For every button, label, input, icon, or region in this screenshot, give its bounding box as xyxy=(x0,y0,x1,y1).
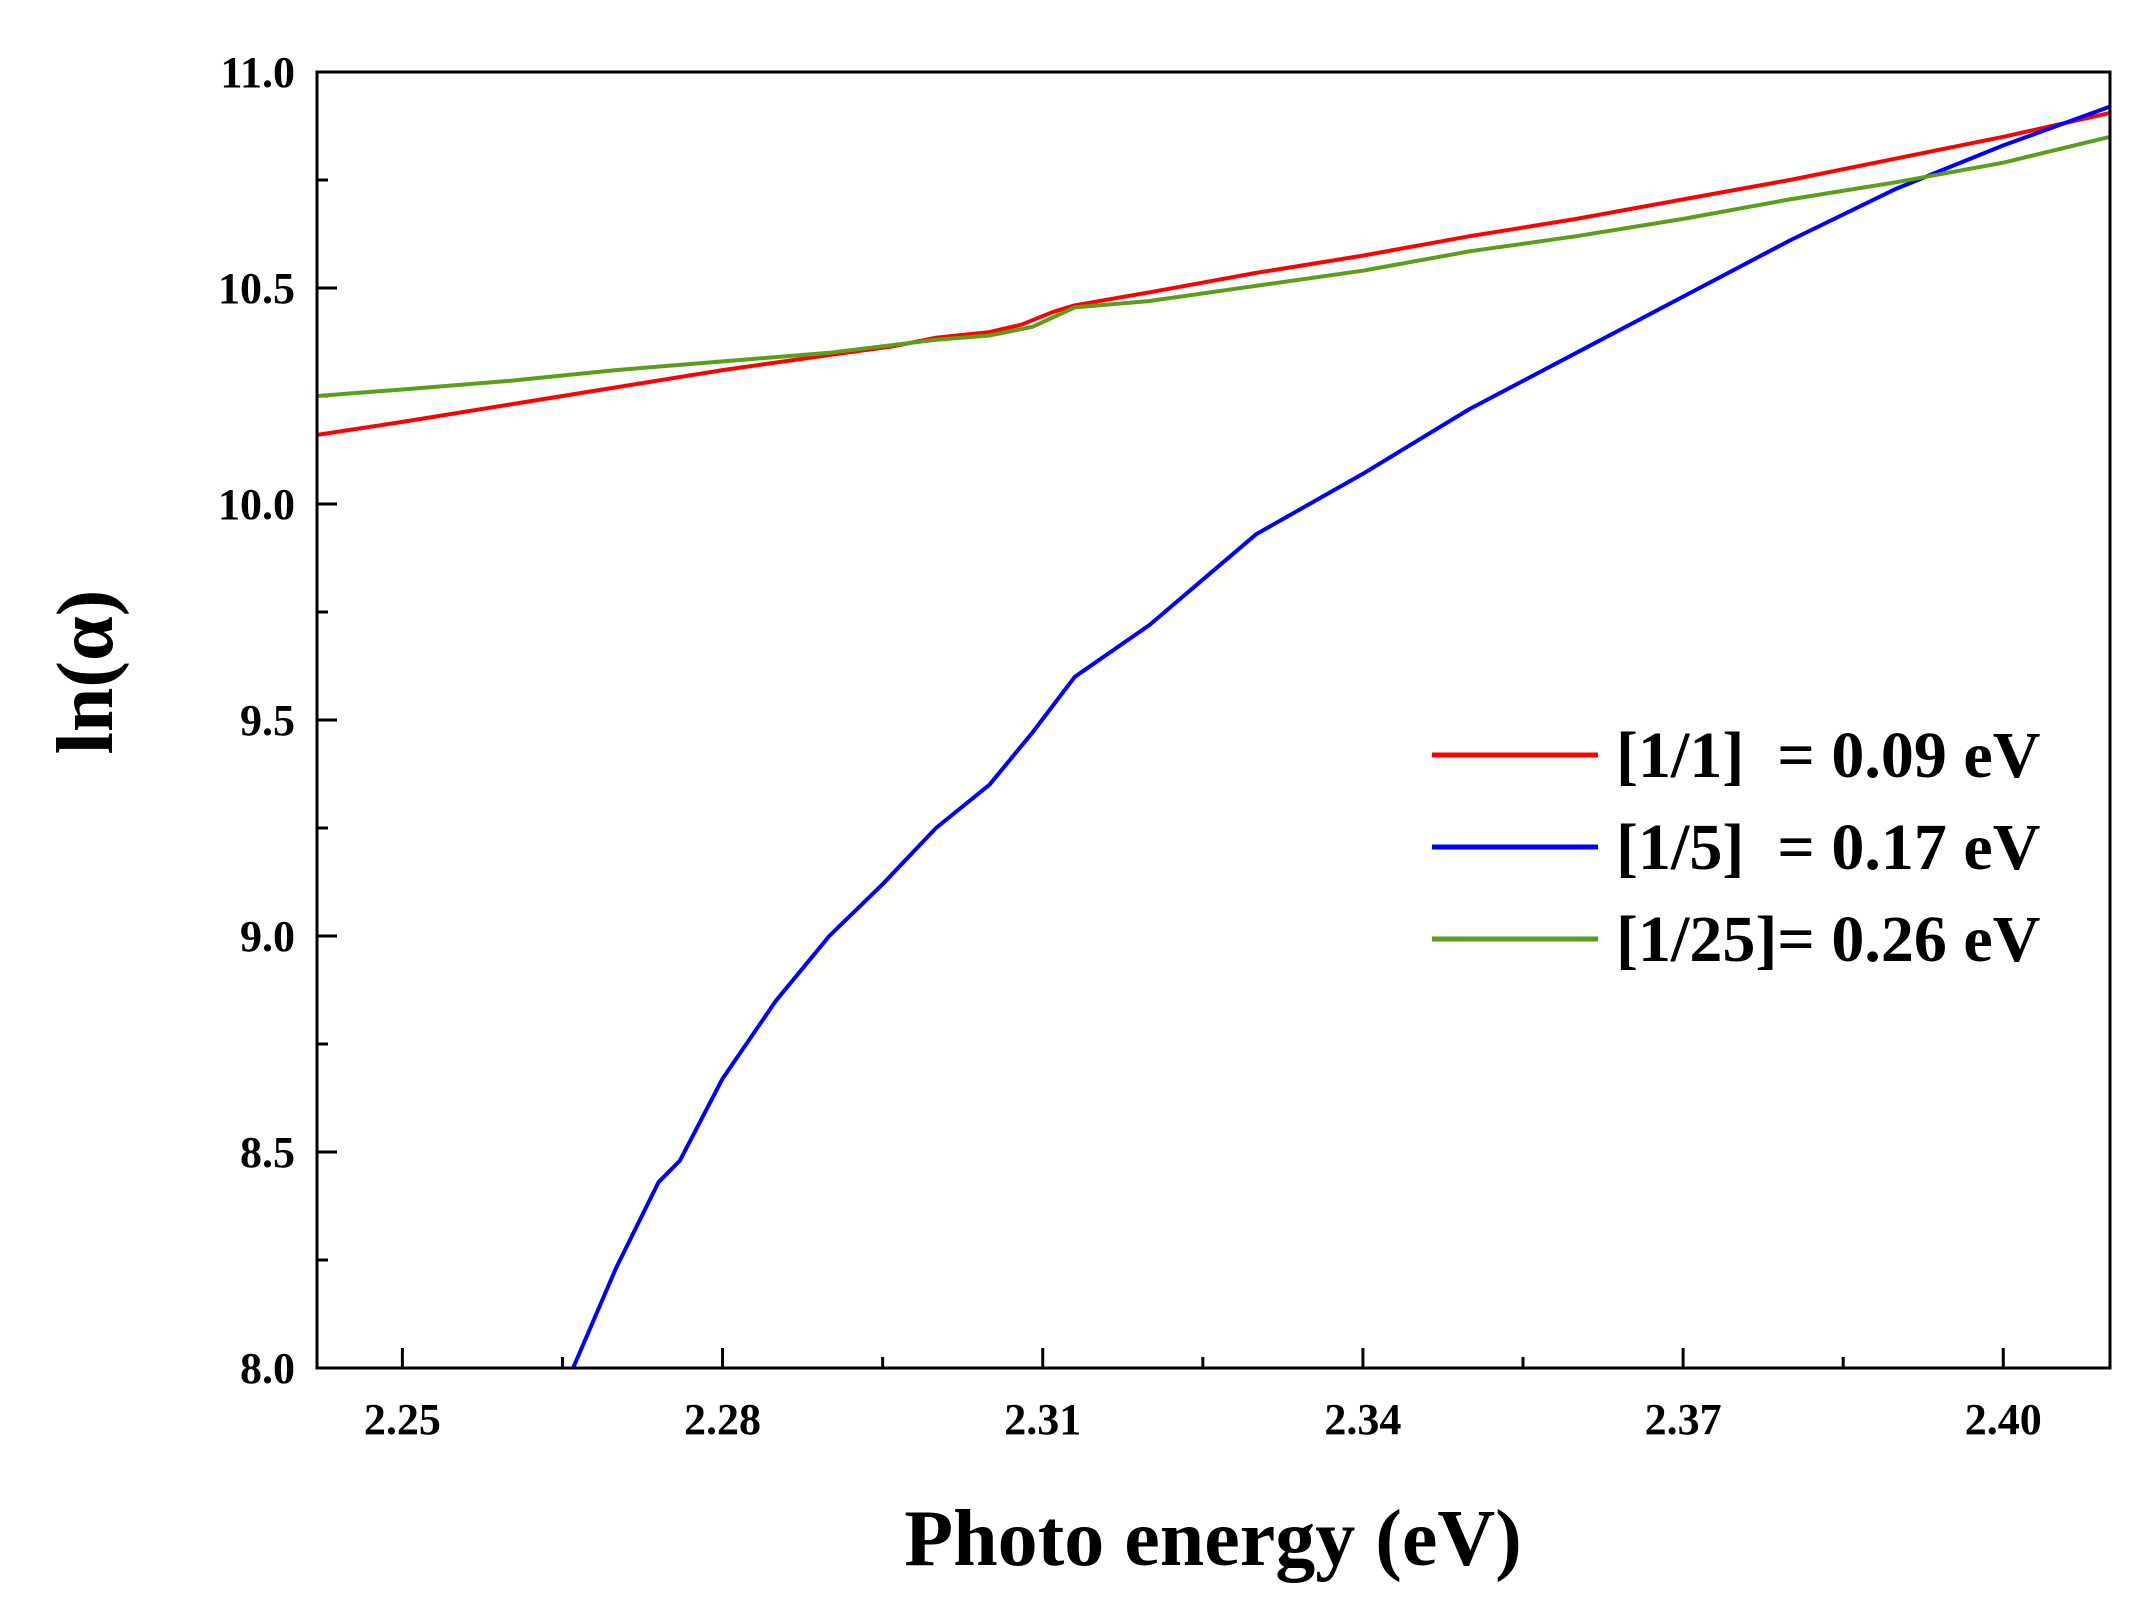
y-axis-title-symbol: α xyxy=(42,616,130,661)
x-tick-label: 2.40 xyxy=(1965,1395,2042,1444)
y-tick-label: 8.0 xyxy=(240,1344,295,1393)
x-tick-label: 2.28 xyxy=(684,1395,761,1444)
y-tick-label: 10.0 xyxy=(218,480,295,529)
series-layer xyxy=(317,104,2110,1368)
x-axis-title: Photo energy (eV) xyxy=(904,1495,1522,1583)
series-line-2 xyxy=(571,104,2110,1368)
series-line-3 xyxy=(317,134,2110,398)
x-tick-label: 2.31 xyxy=(1004,1395,1081,1444)
ticks xyxy=(317,70,2005,1370)
legend-label-3: [1/25]= 0.26 eV xyxy=(1616,903,2040,976)
series-line-1 xyxy=(317,111,2110,437)
y-tick-label: 9.5 xyxy=(240,696,295,745)
y-tick-label: 8.5 xyxy=(240,1128,295,1177)
legend-label-2: [1/5] = 0.17 eV xyxy=(1616,811,2040,884)
x-tick-label: 2.34 xyxy=(1324,1395,1401,1444)
y-axis-title-prefix: ln( xyxy=(42,661,130,754)
plot-frame xyxy=(315,70,2112,1370)
legend: [1/1] = 0.09 eV [1/5] = 0.17 eV [1/25]= 0.… xyxy=(1432,719,2040,976)
y-tick-label: 11.0 xyxy=(220,48,295,97)
tick-labels: 2.25 2.28 2.31 2.34 2.37 2.40 8.0 8.5 9.0 9.5 10.0… xyxy=(218,48,2042,1444)
y-axis-title-suffix: ) xyxy=(42,590,130,617)
y-tick-label: 10.5 xyxy=(218,264,295,313)
y-tick-label: 9.0 xyxy=(240,912,295,961)
x-tick-label: 2.25 xyxy=(364,1395,441,1444)
legend-label-1: [1/1] = 0.09 eV xyxy=(1616,719,2040,792)
y-axis-title: ln(α) xyxy=(42,590,130,755)
x-tick-label: 2.37 xyxy=(1645,1395,1722,1444)
